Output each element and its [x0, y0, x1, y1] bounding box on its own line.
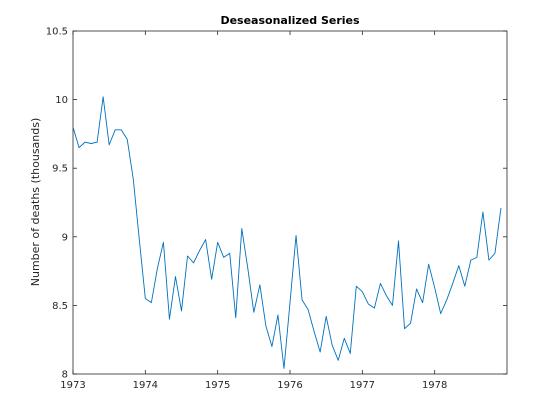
y-tick-label: 9: [62, 232, 68, 243]
plot-area: [72, 30, 508, 375]
chart-title: Deseasonalized Series: [220, 14, 360, 27]
y-tick-label: 9.5: [52, 164, 68, 175]
y-tick-label: 8: [62, 370, 68, 381]
y-axis-title: Number of deaths (thousands): [29, 118, 42, 287]
y-tick-label: 8.5: [52, 301, 68, 312]
x-axis: 1973 1974 1975 1976 1977 1978: [60, 31, 447, 391]
x-tick-label: 1976: [277, 380, 302, 391]
x-tick-label: 1973: [60, 380, 85, 391]
series-line: [72, 96, 502, 369]
y-tick-label: 10: [55, 95, 68, 106]
x-tick-label: 1978: [422, 380, 447, 391]
x-tick-label: 1977: [350, 380, 375, 391]
x-tick-label: 1975: [205, 380, 230, 391]
y-tick-label: 10.5: [46, 27, 68, 38]
x-tick-label: 1974: [133, 380, 158, 391]
y-axis: 8 8.5 9 9.5 10 10.5: [46, 27, 507, 381]
